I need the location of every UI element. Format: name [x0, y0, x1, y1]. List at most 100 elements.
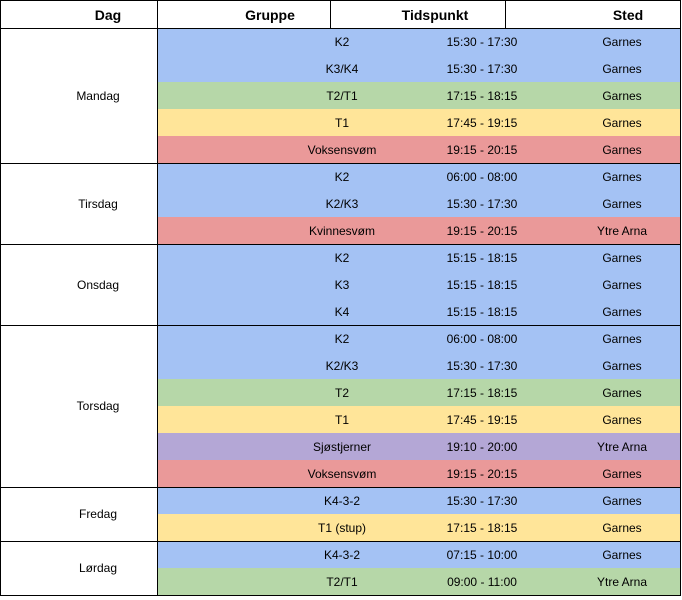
place: Garnes — [602, 521, 642, 535]
place: Ytre Arna — [596, 575, 648, 589]
place: Garnes — [602, 305, 642, 319]
place: Garnes — [602, 197, 642, 211]
day-group-border — [157, 28, 681, 164]
row-background — [157, 487, 680, 514]
row-background — [157, 163, 680, 190]
time: 17:45 - 19:15 — [446, 116, 518, 130]
time: 15:30 - 17:30 — [446, 494, 518, 508]
time: 15:15 - 18:15 — [446, 305, 518, 319]
place: Garnes — [602, 548, 642, 562]
place: Garnes — [602, 467, 642, 481]
place: Garnes — [602, 170, 642, 184]
group: Voksensvøm — [307, 143, 377, 157]
row-background — [157, 406, 680, 433]
row-background — [157, 568, 680, 595]
place: Garnes — [602, 386, 642, 400]
group: K2/K3 — [325, 197, 359, 211]
place: Garnes — [602, 116, 642, 130]
place: Ytre Arna — [596, 440, 648, 454]
time: 19:15 - 20:15 — [446, 467, 518, 481]
time: 15:15 - 18:15 — [446, 278, 518, 292]
day-group-border — [157, 163, 681, 245]
row-background — [157, 109, 680, 136]
day-name: Mandag — [76, 88, 120, 103]
header-label: Sted — [612, 7, 644, 23]
group: K2 — [334, 35, 350, 49]
group: T2/T1 — [326, 89, 358, 103]
time: 06:00 - 08:00 — [446, 170, 518, 184]
time: 17:45 - 19:15 — [446, 413, 518, 427]
day-group-border — [157, 541, 681, 596]
row-background — [157, 136, 680, 163]
group: T1 — [334, 116, 350, 130]
group: Voksensvøm — [307, 467, 377, 481]
row-background — [157, 271, 680, 298]
group: K2 — [334, 170, 350, 184]
day-name: Tirsdag — [78, 196, 118, 211]
group: K2/K3 — [325, 359, 359, 373]
time: 15:30 - 17:30 — [446, 197, 518, 211]
place: Ytre Arna — [596, 224, 648, 238]
row-background — [157, 541, 680, 568]
place: Garnes — [602, 35, 642, 49]
place: Garnes — [602, 332, 642, 346]
time: 06:00 - 08:00 — [446, 332, 518, 346]
time: 15:30 - 17:30 — [446, 62, 518, 76]
header-label: Tidspunkt — [401, 7, 469, 23]
header-label: Gruppe — [245, 7, 295, 23]
row-background — [157, 28, 680, 55]
place: Garnes — [602, 89, 642, 103]
place: Garnes — [602, 413, 642, 427]
row-background — [157, 298, 680, 325]
time: 07:15 - 10:00 — [446, 548, 518, 562]
day-name: Fredag — [78, 507, 118, 521]
header-cell — [0, 0, 158, 29]
group: K3/K4 — [325, 62, 359, 76]
row-background — [157, 325, 680, 352]
place: Garnes — [602, 494, 642, 508]
row-background — [157, 244, 680, 271]
row-background — [157, 82, 680, 109]
day-cell — [0, 541, 158, 596]
row-background — [157, 379, 680, 406]
day-name: Torsdag — [76, 399, 120, 413]
group: K4-3-2 — [323, 548, 361, 562]
day-group-border — [157, 325, 681, 488]
time: 19:15 - 20:15 — [446, 224, 518, 238]
group: K2 — [334, 251, 350, 265]
day-name: Onsdag — [76, 277, 120, 292]
group: K2 — [334, 332, 350, 346]
place: Garnes — [602, 62, 642, 76]
time: 19:15 - 20:15 — [446, 143, 518, 157]
group: Sjøstjerner — [312, 440, 372, 454]
row-background — [157, 514, 680, 541]
group: K3 — [334, 278, 350, 292]
header-cell — [505, 0, 681, 29]
time: 17:15 - 18:15 — [446, 386, 518, 400]
row-background — [157, 433, 680, 460]
group: T2/T1 — [326, 575, 358, 589]
time: 15:15 - 18:15 — [446, 251, 518, 265]
group: T1 (stup) — [317, 521, 367, 535]
day-name: Lørdag — [78, 561, 118, 575]
time: 19:10 - 20:00 — [446, 440, 518, 454]
day-group-border — [157, 487, 681, 542]
time: 17:15 - 18:15 — [446, 89, 518, 103]
row-background — [157, 217, 680, 244]
row-background — [157, 55, 680, 82]
row-background — [157, 460, 680, 487]
time: 09:00 - 11:00 — [447, 575, 517, 589]
place: Garnes — [602, 359, 642, 373]
row-background — [157, 190, 680, 217]
header-label: Dag — [94, 7, 122, 23]
time: 15:30 - 17:30 — [446, 35, 518, 49]
group: T1 — [334, 413, 350, 427]
row-background — [157, 352, 680, 379]
group: K4 — [334, 305, 350, 319]
header-cell — [157, 0, 331, 29]
place: Garnes — [602, 251, 642, 265]
time: 15:30 - 17:30 — [446, 359, 518, 373]
group: T2 — [334, 386, 350, 400]
group: Kvinnesvøm — [308, 224, 376, 238]
